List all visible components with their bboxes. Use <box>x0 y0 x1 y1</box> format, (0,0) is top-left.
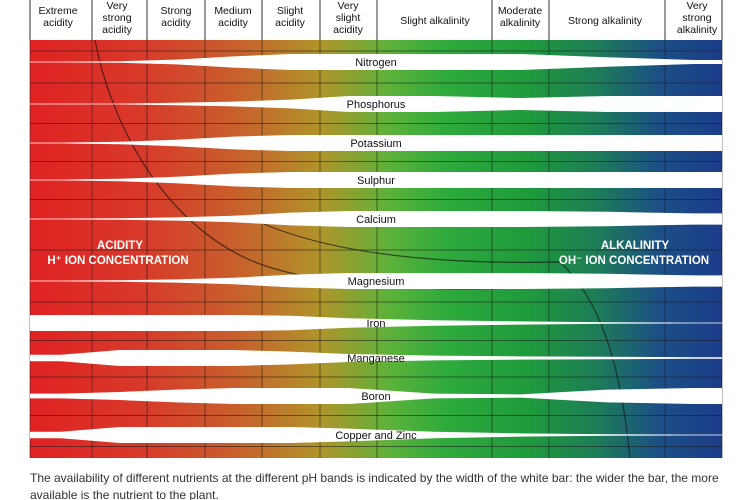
ph-class-label-line: acidity <box>218 17 249 29</box>
nutrient-bars: Nitrogen Phosphorus Potassium Sulphur Calciu… <box>30 54 722 443</box>
ph-class-label-line: Moderate <box>498 5 543 17</box>
ph-class-label-line: Very <box>686 0 708 12</box>
nutrient-bar <box>30 315 722 331</box>
ph-class-label: Medium acidity <box>214 5 252 29</box>
nutrient-label: Nitrogen <box>355 57 397 69</box>
ph-class-label-line: strong <box>102 12 131 24</box>
ph-class-label-line: acidity <box>333 24 364 36</box>
ph-class-label: Slight acidity <box>275 5 306 29</box>
ph-class-label-line: alkalinity <box>500 17 541 29</box>
ph-class-label-line: acidity <box>102 24 133 36</box>
nutrient-label: Phosphorus <box>347 99 406 111</box>
nutrient-bar <box>30 172 722 188</box>
nutrient-bar <box>30 273 722 289</box>
ph-class-label: Very strong acidity <box>102 0 133 36</box>
ph-class-label-line: Slight alkalinity <box>400 15 470 27</box>
ph-class-label: Slight alkalinity <box>400 15 470 27</box>
nutrient-bar <box>30 388 722 404</box>
nutrient-label: Manganese <box>347 353 405 365</box>
alkalinity-curve <box>254 219 631 459</box>
header-background <box>30 0 722 40</box>
nutrient-bar <box>30 427 722 443</box>
ph-class-label-line: alkalinity <box>677 24 718 36</box>
ph-class-label: Moderate alkalinity <box>498 5 543 29</box>
ph-class-label: Extreme acidity <box>38 5 77 29</box>
nutrient-label: Calcium <box>356 214 396 226</box>
ph-class-label: Very slight acidity <box>333 0 364 36</box>
ph-class-label-line: Extreme <box>38 5 77 17</box>
caption: The availability of different nutrients … <box>30 471 719 500</box>
alkalinity-label-line1: ALKALINITY <box>601 240 670 252</box>
ph-class-label: Strong alkalinity <box>568 15 643 27</box>
ph-class-label-line: Medium <box>214 5 252 17</box>
ph-class-label-line: slight <box>336 12 361 24</box>
nutrient-bar <box>30 96 722 112</box>
ph-class-label: Strong acidity <box>161 5 192 29</box>
alkalinity-label-line2: OH⁻ ION CONCENTRATION <box>559 255 709 267</box>
nutrient-label: Boron <box>361 391 390 403</box>
ph-class-label-line: Strong alkalinity <box>568 15 643 27</box>
ph-class-label-line: acidity <box>161 17 192 29</box>
nutrient-label: Iron <box>367 318 386 330</box>
ph-class-label-line: acidity <box>43 17 74 29</box>
nutrient-bar <box>30 54 722 70</box>
nutrient-label: Sulphur <box>357 175 395 187</box>
ph-class-label-line: Very <box>106 0 128 12</box>
alkalinity-label: ALKALINITY OH⁻ ION CONCENTRATION <box>559 240 709 267</box>
ph-class-label-line: acidity <box>275 17 306 29</box>
acidity-label: ACIDITY H⁺ ION CONCENTRATION <box>47 240 188 267</box>
nutrient-bar <box>30 135 722 151</box>
ph-class-label-line: Very <box>337 0 359 12</box>
ph-class-label-line: strong <box>682 12 711 24</box>
nutrient-bar <box>30 350 722 366</box>
ph-nutrient-diagram: Nitrogen Phosphorus Potassium Sulphur Calciu… <box>29 0 723 459</box>
acidity-label-line1: ACIDITY <box>97 240 143 252</box>
acidity-label-line2: H⁺ ION CONCENTRATION <box>47 255 188 267</box>
nutrient-bar <box>30 211 722 227</box>
nutrient-label: Potassium <box>350 138 401 150</box>
nutrient-label: Copper and Zinc <box>335 430 417 442</box>
ph-class-label-line: Slight <box>277 5 303 17</box>
ph-class-label-line: Strong <box>161 5 192 17</box>
nutrient-label: Magnesium <box>348 276 405 288</box>
ph-class-label: Very strong alkalinity <box>677 0 718 36</box>
